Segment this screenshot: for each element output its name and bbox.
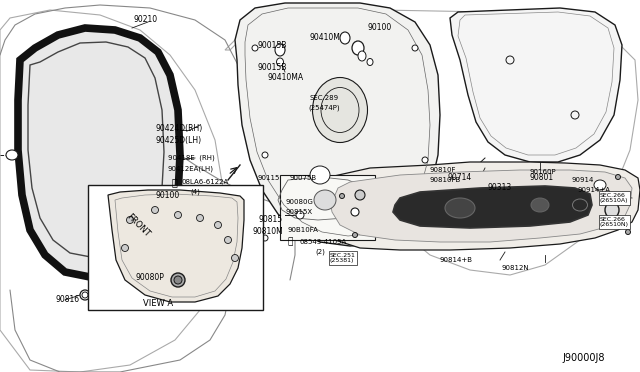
Text: 90914+A: 90914+A [578, 187, 611, 193]
Text: 90100: 90100 [155, 190, 179, 199]
Ellipse shape [358, 51, 366, 61]
Ellipse shape [355, 190, 365, 200]
Ellipse shape [275, 44, 285, 56]
Text: 90B10FA: 90B10FA [288, 227, 319, 233]
Ellipse shape [367, 58, 373, 65]
Ellipse shape [232, 254, 239, 262]
Bar [88, 185, 263, 310]
Text: 90412EA(LH): 90412EA(LH) [168, 166, 214, 172]
Text: Ⓑ: Ⓑ [172, 177, 178, 187]
Text: 90410MA: 90410MA [268, 74, 304, 83]
Text: 90812N: 90812N [502, 265, 530, 271]
Ellipse shape [339, 193, 344, 199]
Ellipse shape [6, 150, 18, 160]
Text: 90714: 90714 [448, 173, 472, 183]
Text: 90210: 90210 [133, 16, 157, 25]
Text: 90810M: 90810M [252, 228, 283, 237]
Polygon shape [18, 28, 180, 278]
Ellipse shape [196, 215, 204, 221]
Ellipse shape [352, 41, 364, 55]
Text: 90075B: 90075B [290, 175, 317, 181]
Text: 90914: 90914 [572, 177, 595, 183]
Polygon shape [318, 162, 640, 250]
Text: 90100: 90100 [368, 23, 392, 32]
Text: 90815X: 90815X [285, 209, 312, 215]
Text: 90810FB: 90810FB [430, 177, 461, 183]
Ellipse shape [312, 77, 367, 142]
Ellipse shape [412, 45, 418, 51]
Text: 90313: 90313 [488, 183, 512, 192]
Ellipse shape [174, 276, 182, 284]
Ellipse shape [122, 244, 129, 251]
Text: J90000J8: J90000J8 [562, 353, 605, 363]
Text: (25474P): (25474P) [308, 105, 340, 111]
Ellipse shape [80, 290, 90, 300]
Text: SEC.266
(26510N): SEC.266 (26510N) [600, 217, 629, 227]
Ellipse shape [445, 198, 475, 218]
Text: 90815: 90815 [259, 215, 283, 224]
Ellipse shape [276, 58, 284, 66]
Text: (4): (4) [190, 189, 200, 195]
Ellipse shape [351, 208, 359, 216]
Text: Ⓢ: Ⓢ [288, 237, 293, 247]
Ellipse shape [262, 235, 268, 241]
Ellipse shape [625, 230, 630, 234]
Polygon shape [393, 186, 592, 228]
Text: 90814+B: 90814+B [440, 257, 473, 263]
Text: 90410M: 90410M [310, 33, 341, 42]
Ellipse shape [82, 292, 88, 298]
Text: 90418E  (RH): 90418E (RH) [168, 155, 215, 161]
Text: (2): (2) [315, 249, 325, 255]
Polygon shape [330, 170, 632, 242]
Ellipse shape [422, 157, 428, 163]
Text: 90015B: 90015B [258, 42, 287, 51]
Text: 08LA6-6122A: 08LA6-6122A [181, 179, 228, 185]
Bar [280, 175, 375, 240]
Polygon shape [108, 190, 244, 302]
Ellipse shape [127, 217, 134, 224]
Ellipse shape [340, 32, 350, 44]
Text: 90015B: 90015B [258, 64, 287, 73]
Ellipse shape [171, 273, 185, 287]
Ellipse shape [353, 232, 358, 237]
Ellipse shape [616, 174, 621, 180]
Text: SEC.266
(26510A): SEC.266 (26510A) [600, 193, 628, 203]
Ellipse shape [225, 237, 232, 244]
Text: VIEW A: VIEW A [143, 298, 173, 308]
Ellipse shape [214, 221, 221, 228]
Text: FRONT: FRONT [125, 212, 152, 238]
Ellipse shape [314, 190, 336, 210]
Text: 90080P: 90080P [136, 273, 164, 282]
Text: 90425D(LH): 90425D(LH) [155, 135, 201, 144]
Text: 90810F: 90810F [430, 167, 456, 173]
Ellipse shape [152, 206, 159, 214]
Text: 90816: 90816 [56, 295, 80, 305]
Ellipse shape [252, 45, 258, 51]
Ellipse shape [594, 180, 606, 190]
Text: 90424D(RH): 90424D(RH) [155, 124, 202, 132]
Text: 08543-4105A: 08543-4105A [300, 239, 348, 245]
Text: SEC.289: SEC.289 [310, 95, 339, 101]
Ellipse shape [310, 166, 330, 184]
Text: SEC.251
(25381): SEC.251 (25381) [330, 253, 356, 263]
Ellipse shape [605, 202, 619, 218]
Ellipse shape [531, 198, 549, 212]
Polygon shape [450, 8, 622, 162]
Text: 90160P: 90160P [530, 169, 557, 175]
Polygon shape [235, 3, 440, 246]
Text: 90801: 90801 [530, 173, 554, 183]
Ellipse shape [262, 152, 268, 158]
Ellipse shape [175, 212, 182, 218]
Text: 90080G: 90080G [285, 199, 313, 205]
Ellipse shape [296, 211, 304, 219]
Text: 90115: 90115 [258, 175, 280, 181]
